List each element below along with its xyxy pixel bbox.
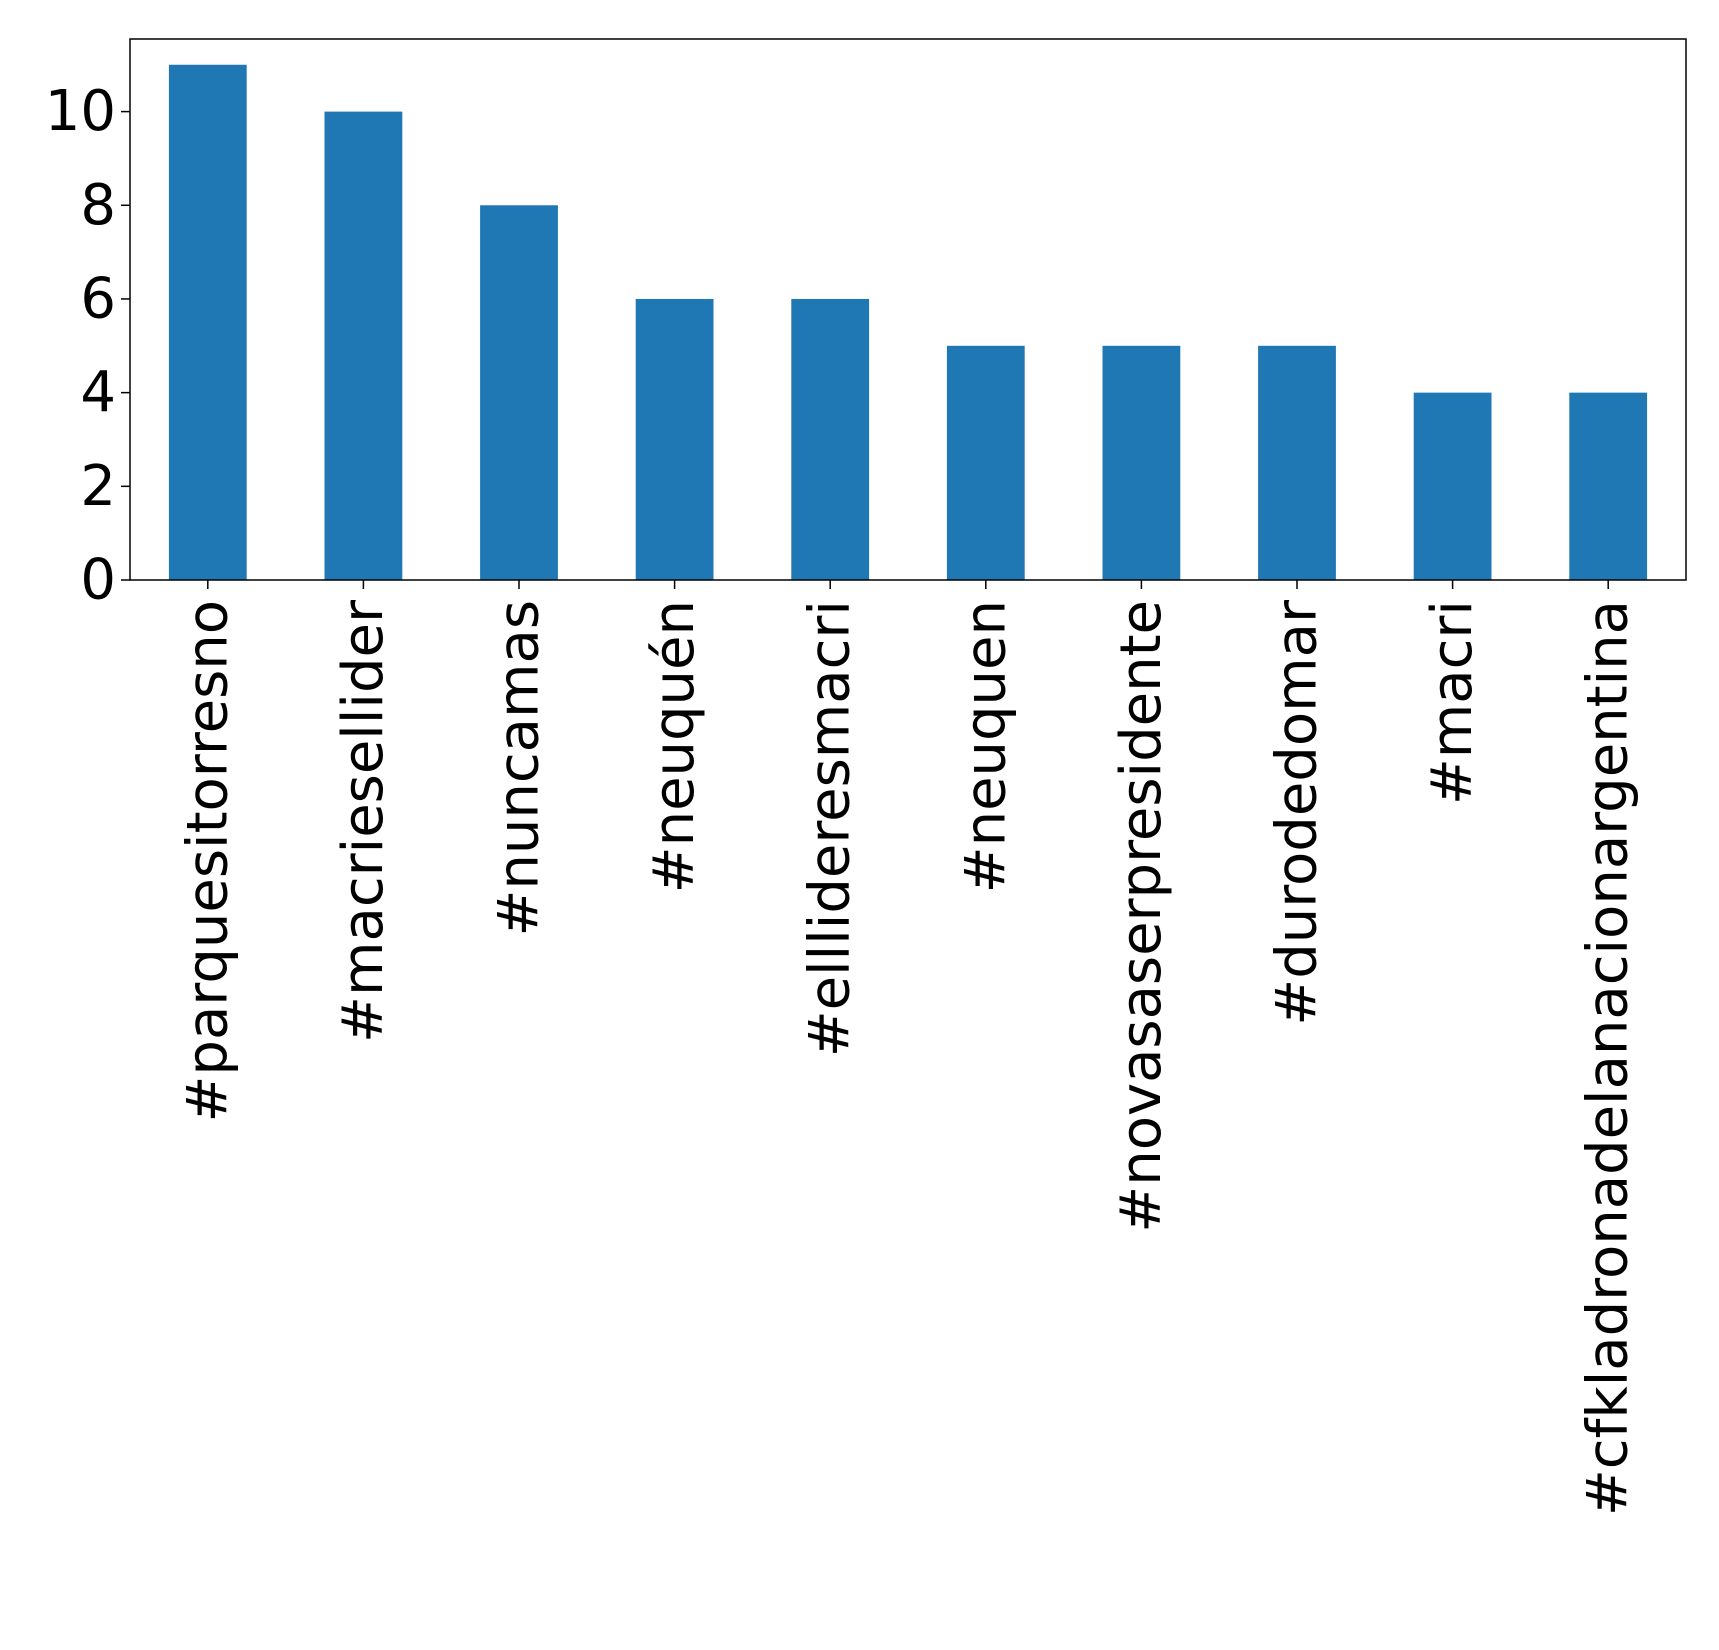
bar — [1102, 345, 1181, 580]
x-tick-label: #parquesitorresno — [175, 600, 240, 1122]
bar — [168, 64, 247, 580]
x-tick-label: #elllideresmacri — [798, 600, 863, 1057]
x-tick-label: #neuquen — [953, 600, 1018, 893]
x-tick-label: #cfkladronadelanacionargentina — [1576, 600, 1641, 1516]
plot-frame — [129, 38, 1687, 581]
y-tick-label: 0 — [80, 548, 116, 613]
bar — [635, 298, 714, 580]
bar — [1258, 345, 1336, 580]
x-tick-label: #macri — [1420, 600, 1485, 805]
y-tick-label: 8 — [80, 173, 116, 238]
bar — [324, 111, 403, 580]
y-tick-label: 4 — [80, 360, 116, 425]
y-tick-label: 6 — [80, 266, 116, 331]
x-axis: #parquesitorresno #macriesellider #nuncama… — [175, 580, 1641, 1516]
bar — [1569, 392, 1648, 580]
y-tick-label: 10 — [45, 79, 116, 144]
y-tick-label: 2 — [80, 454, 116, 519]
bar — [946, 345, 1025, 580]
x-tick-label: #novasaserpresidente — [1109, 600, 1174, 1233]
x-tick-label: #macriesellider — [331, 599, 396, 1043]
bars-group — [168, 64, 1648, 581]
x-tick-label: #nuncamas — [487, 600, 552, 937]
x-tick-label: #durodedomar — [1265, 599, 1330, 1026]
y-axis: 0 2 4 6 8 10 — [45, 79, 130, 613]
bar — [1413, 392, 1492, 580]
bar — [480, 205, 558, 581]
x-tick-label: #neuquén — [642, 600, 707, 893]
bar — [791, 298, 870, 580]
